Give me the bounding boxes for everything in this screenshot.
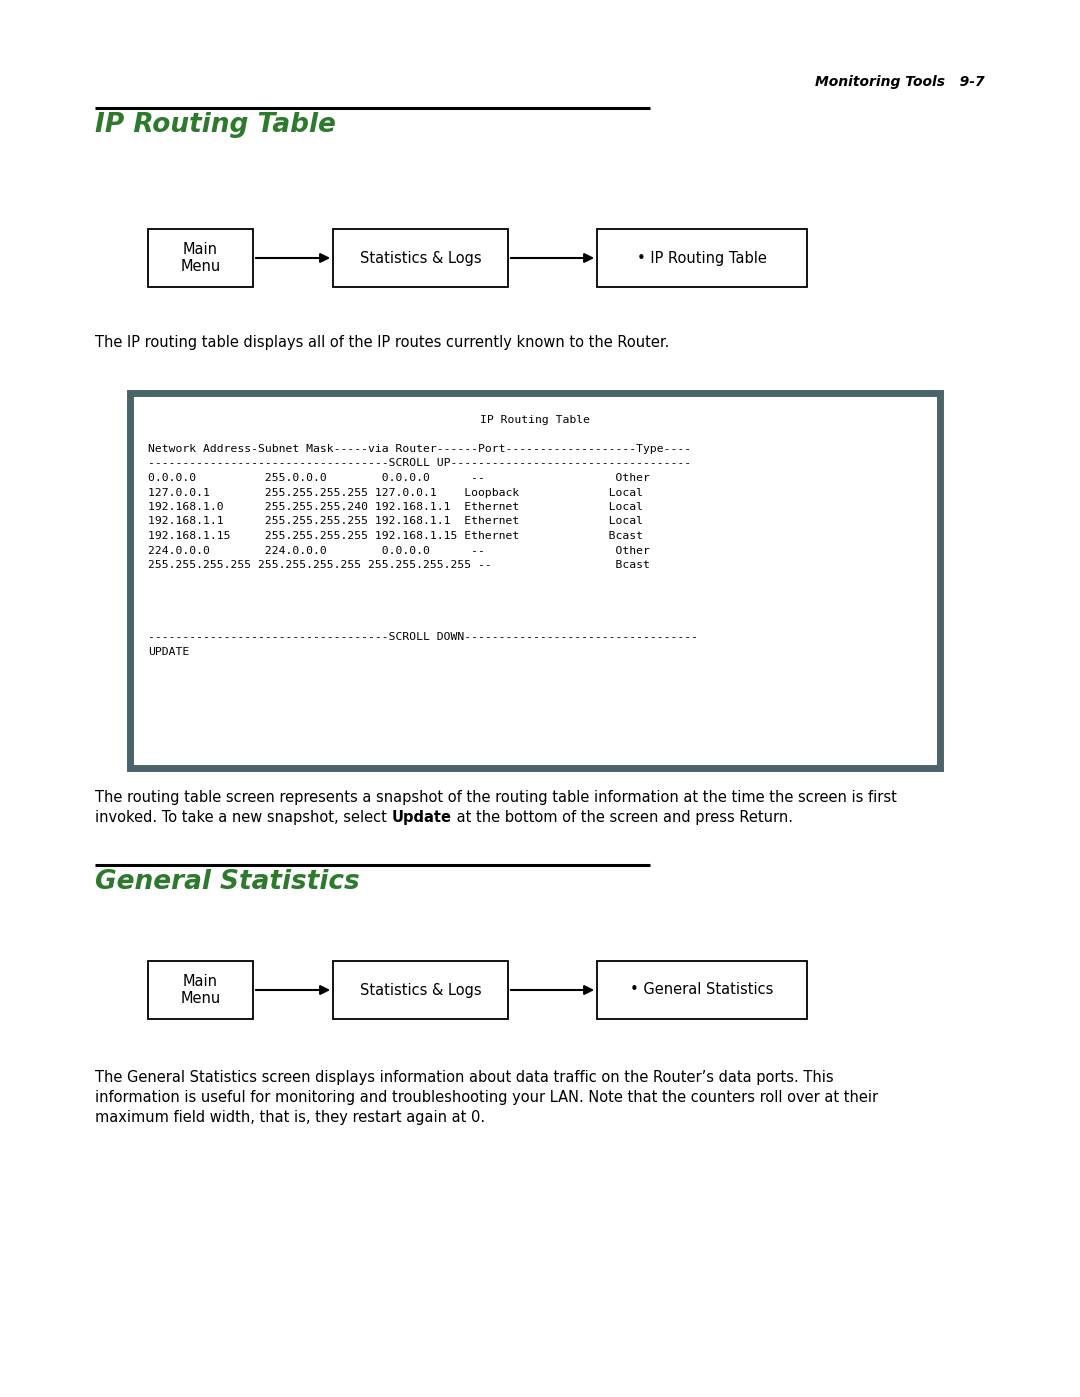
- Text: General Statistics: General Statistics: [95, 869, 360, 895]
- Text: Update: Update: [391, 810, 451, 826]
- Text: IP Routing Table: IP Routing Table: [95, 112, 336, 138]
- Text: IP Routing Table: IP Routing Table: [480, 415, 590, 425]
- Text: maximum field width, that is, they restart again at 0.: maximum field width, that is, they resta…: [95, 1111, 485, 1125]
- Text: -----------------------------------SCROLL UP-----------------------------------: -----------------------------------SCROL…: [148, 458, 691, 468]
- Text: 127.0.0.1        255.255.255.255 127.0.0.1    Loopback             Local: 127.0.0.1 255.255.255.255 127.0.0.1 Loop…: [148, 488, 643, 497]
- Text: -----------------------------------SCROLL DOWN----------------------------------: -----------------------------------SCROL…: [148, 633, 698, 643]
- Text: Monitoring Tools   9-7: Monitoring Tools 9-7: [815, 75, 985, 89]
- Text: Statistics & Logs: Statistics & Logs: [360, 982, 482, 997]
- Text: The routing table screen represents a snapshot of the routing table information : The routing table screen represents a sn…: [95, 789, 896, 805]
- Text: The IP routing table displays all of the IP routes currently known to the Router: The IP routing table displays all of the…: [95, 335, 670, 351]
- FancyBboxPatch shape: [333, 229, 508, 286]
- Text: UPDATE: UPDATE: [148, 647, 189, 657]
- Text: 0.0.0.0          255.0.0.0        0.0.0.0      --                   Other: 0.0.0.0 255.0.0.0 0.0.0.0 -- Other: [148, 474, 650, 483]
- Text: Main
Menu: Main Menu: [180, 242, 220, 274]
- Text: The General Statistics screen displays information about data traffic on the Rou: The General Statistics screen displays i…: [95, 1070, 834, 1085]
- FancyBboxPatch shape: [597, 229, 807, 286]
- Text: invoked. To take a new snapshot, select: invoked. To take a new snapshot, select: [95, 810, 391, 826]
- Text: 224.0.0.0        224.0.0.0        0.0.0.0      --                   Other: 224.0.0.0 224.0.0.0 0.0.0.0 -- Other: [148, 545, 650, 556]
- Text: invoked. To take a new snapshot, select: invoked. To take a new snapshot, select: [95, 810, 391, 826]
- FancyBboxPatch shape: [597, 961, 807, 1018]
- Text: 192.168.1.1      255.255.255.255 192.168.1.1  Ethernet             Local: 192.168.1.1 255.255.255.255 192.168.1.1 …: [148, 517, 643, 527]
- Text: Statistics & Logs: Statistics & Logs: [360, 250, 482, 265]
- Text: information is useful for monitoring and troubleshooting your LAN. Note that the: information is useful for monitoring and…: [95, 1090, 878, 1105]
- Text: 255.255.255.255 255.255.255.255 255.255.255.255 --                  Bcast: 255.255.255.255 255.255.255.255 255.255.…: [148, 560, 650, 570]
- Text: • General Statistics: • General Statistics: [631, 982, 773, 997]
- FancyBboxPatch shape: [148, 961, 253, 1018]
- Text: • IP Routing Table: • IP Routing Table: [637, 250, 767, 265]
- FancyBboxPatch shape: [130, 393, 940, 768]
- FancyBboxPatch shape: [148, 229, 253, 286]
- Text: Main
Menu: Main Menu: [180, 974, 220, 1006]
- Text: 192.168.1.15     255.255.255.255 192.168.1.15 Ethernet             Bcast: 192.168.1.15 255.255.255.255 192.168.1.1…: [148, 531, 643, 541]
- Text: 192.168.1.0      255.255.255.240 192.168.1.1  Ethernet             Local: 192.168.1.0 255.255.255.240 192.168.1.1 …: [148, 502, 643, 511]
- Text: Network Address-Subnet Mask-----via Router------Port-------------------Type----: Network Address-Subnet Mask-----via Rout…: [148, 444, 691, 454]
- FancyBboxPatch shape: [333, 961, 508, 1018]
- Text: Update: Update: [391, 810, 451, 826]
- Text: at the bottom of the screen and press Return.: at the bottom of the screen and press Re…: [451, 810, 793, 826]
